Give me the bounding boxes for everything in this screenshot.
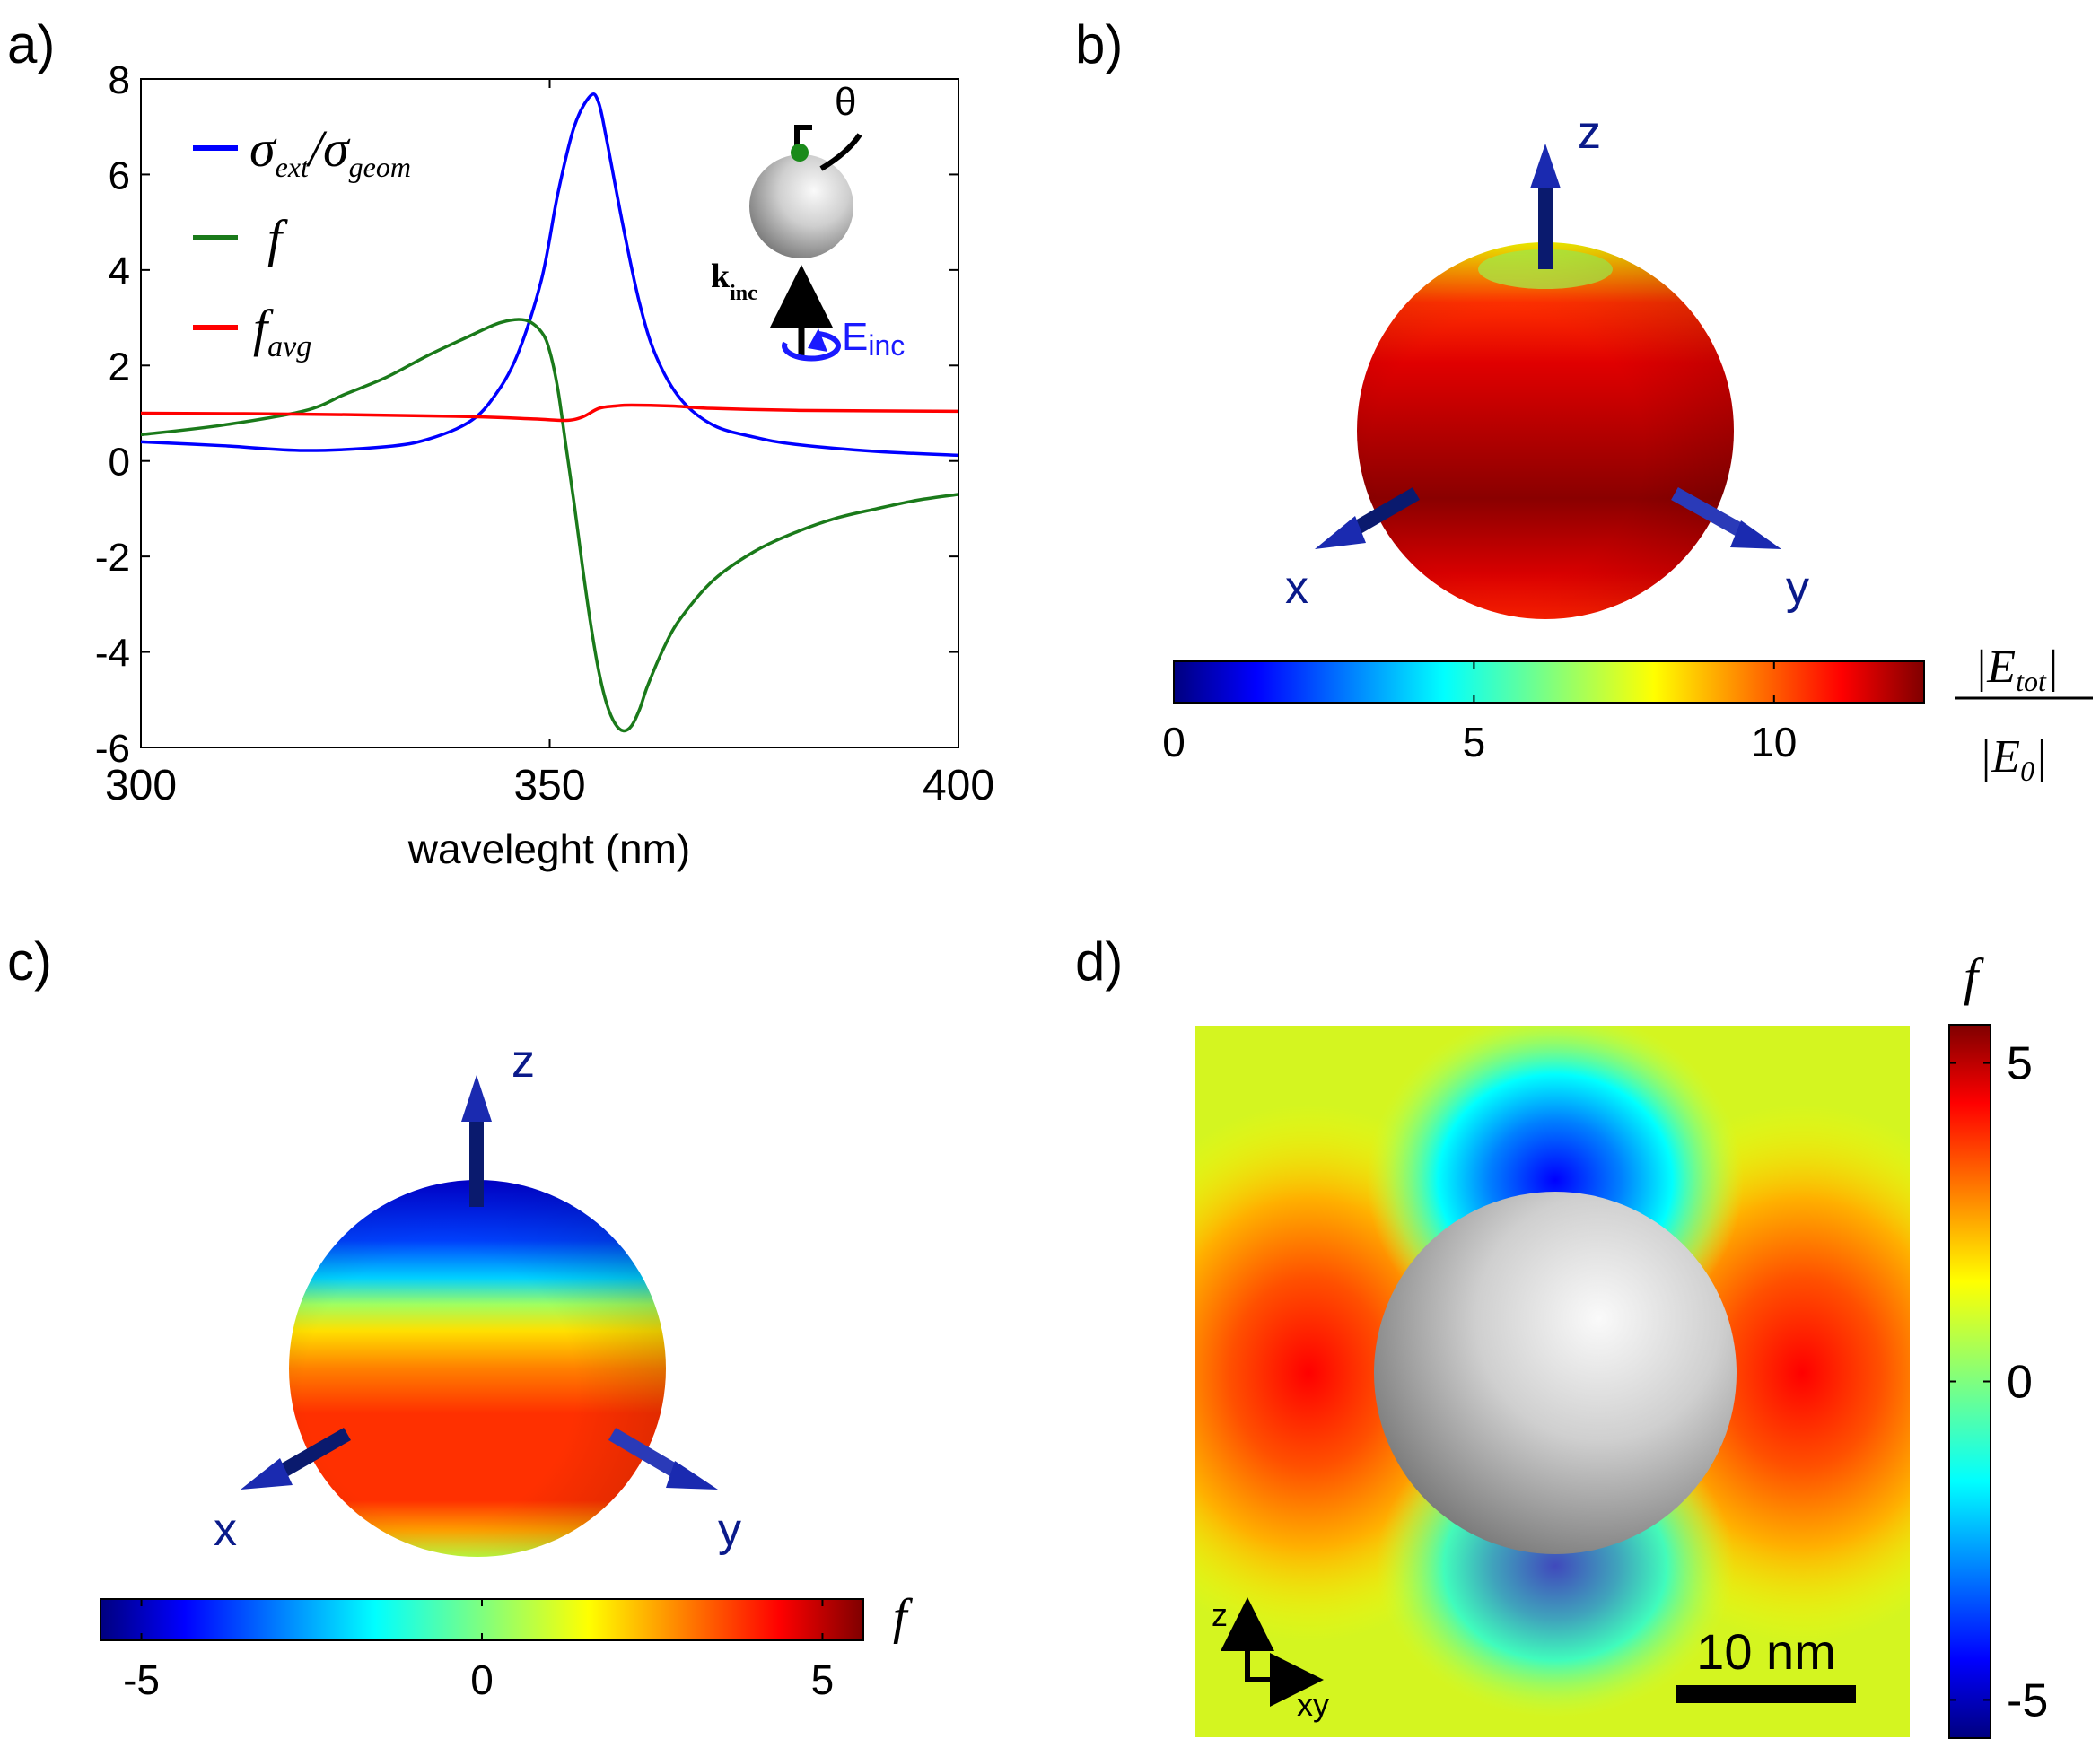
colorbar-tick-label: 0 [2007, 1357, 2033, 1409]
y-tick-label: -6 [95, 727, 130, 771]
y-tick-label: -4 [95, 632, 130, 676]
z-axis-arrowhead [1530, 144, 1561, 188]
y-tick-label: 4 [109, 249, 130, 293]
y-axis-arrowhead [666, 1461, 718, 1490]
panel-a-plot: 300 350 400 -6 -4 -2 0 2 4 6 8 waveleght (nm) σext… [95, 58, 994, 872]
series-line-2 [141, 403, 958, 423]
z-axis-arrow [1538, 184, 1553, 269]
x-axis-arrow [270, 1428, 351, 1482]
series-line-1 [141, 318, 958, 733]
colorbar-d-ticks: 5 0 -5 [1949, 1038, 2048, 1726]
colorbar-tick-label: 5 [811, 1656, 835, 1703]
polarization-arrow [782, 331, 841, 362]
svg-text:|Etot|: |Etot| [1974, 642, 2059, 697]
colorbar-b [1173, 660, 1925, 704]
colorbar-tick-label: 10 [1751, 719, 1797, 765]
y-axis-arrow [1671, 487, 1754, 542]
y-axis-arrow [608, 1428, 688, 1482]
axis-label-z: z [512, 1036, 535, 1088]
y-axis-arrowhead [1730, 520, 1781, 549]
panel-c-sphere-view: z x y [214, 1036, 741, 1557]
particle-sphere [1374, 1192, 1737, 1554]
x-tick-label: 300 [105, 762, 177, 809]
series-group [141, 92, 958, 733]
axis-label-z: z [1578, 107, 1601, 159]
colorbar-tick-label: -5 [2007, 1674, 2048, 1726]
z-axis-arrowhead [461, 1075, 492, 1122]
sphere-shade [289, 1180, 666, 1557]
colorbar-c-ticks: -5 0 5 [123, 1599, 834, 1703]
tick-group: 300 350 400 -6 -4 -2 0 2 4 6 8 [95, 58, 994, 809]
y-tick-label: 2 [109, 345, 130, 389]
panel-a-label: a) [7, 14, 55, 74]
y-tick-label: 8 [109, 58, 130, 102]
axis-label-x: x [1285, 562, 1308, 614]
x-tick-label: 350 [513, 762, 585, 809]
z-axis-arrow [469, 1117, 484, 1207]
inset-sphere [749, 154, 853, 258]
axis-label-y: y [718, 1504, 741, 1556]
angle-arc [819, 133, 862, 171]
colorbar-d-label: f [1964, 948, 1984, 1006]
axis-label-x: x [214, 1504, 237, 1556]
panel-b-sphere-view: z x y [1285, 107, 1809, 619]
colorbar-tick-label: 5 [2007, 1038, 2033, 1090]
colorbar-c-label: f [893, 1589, 914, 1645]
colorbar-tick-label: -5 [123, 1656, 160, 1703]
axis-label-y: y [1786, 562, 1809, 614]
y-tick-label: 6 [109, 153, 130, 197]
panel-c-colorbar: -5 0 5 f [100, 1589, 914, 1703]
incidence-inset: θ kinc Einc [711, 80, 905, 362]
polarization-arrowhead [808, 328, 827, 352]
panel-c-label: c) [7, 931, 52, 992]
k-label: kinc [711, 258, 757, 305]
sphere-shade [1357, 242, 1734, 619]
y-tick-label: -2 [95, 536, 130, 580]
panel-d-label: d) [1075, 931, 1123, 992]
x-axis-arrowhead [1315, 516, 1366, 549]
panel-d-fieldmap: z xy 10 nm [1195, 1026, 1910, 1737]
scale-bar [1676, 1685, 1856, 1703]
angle-label: θ [835, 80, 856, 124]
x-axis-arrowhead [241, 1458, 293, 1490]
x-axis-label: waveleght (nm) [407, 826, 690, 872]
panel-b-label: b) [1075, 14, 1123, 74]
panel-b-colorbar: 0 5 10 |Etot| |E0| [1162, 642, 2093, 787]
scale-bar-label: 10 nm [1696, 1623, 1836, 1680]
legend: σext/σgeom f favg [193, 119, 411, 363]
legend-label-ext: σext/σgeom [249, 119, 411, 183]
x-tick-label: 400 [923, 762, 994, 809]
colorbar-tick-label: 0 [470, 1656, 494, 1703]
panel-d-colorbar: f 5 0 -5 [1948, 948, 2048, 1739]
colorbar-b-ticks: 0 5 10 [1162, 661, 1797, 765]
series-line-0 [141, 92, 958, 458]
E-label: Einc [842, 315, 905, 362]
xy-direction-label: xy [1297, 1686, 1329, 1723]
colorbar-tick-label: 5 [1463, 719, 1486, 765]
colorbar-b-label: |Etot| |E0| [1955, 642, 2093, 787]
y-tick-label: 0 [109, 441, 130, 485]
svg-text:|E0|: |E0| [1979, 731, 2047, 787]
observation-point [791, 144, 809, 162]
z-direction-label: z [1212, 1596, 1228, 1633]
colorbar-tick-label: 0 [1162, 719, 1186, 765]
